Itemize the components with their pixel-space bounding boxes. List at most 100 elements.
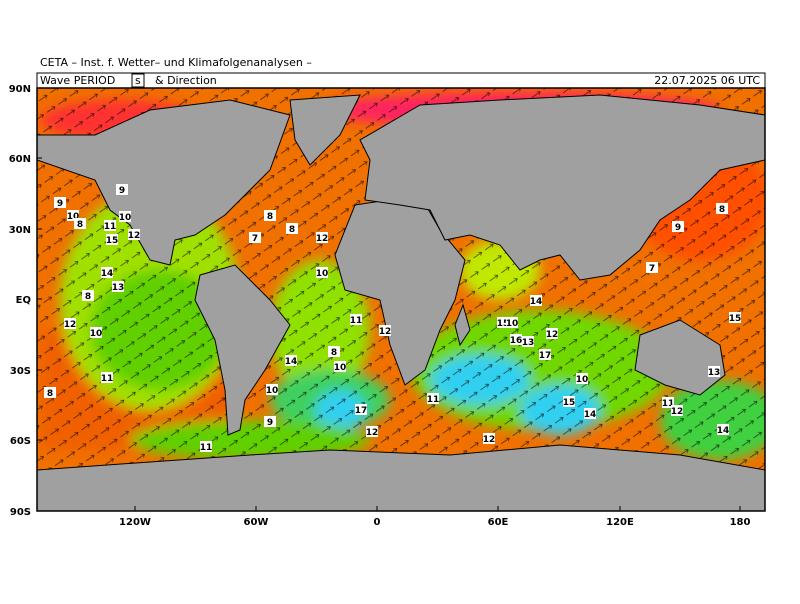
period-label: 14: [101, 269, 114, 279]
period-label: 13: [522, 338, 535, 348]
lon-label: 120W: [119, 517, 151, 528]
period-label: 16: [510, 336, 523, 346]
period-label: 7: [649, 264, 655, 274]
label-box: [483, 433, 495, 444]
period-label: 14: [285, 357, 298, 367]
label-box: [563, 396, 575, 407]
period-label: 8: [85, 292, 91, 302]
period-label: 11: [101, 374, 114, 384]
period-label: 15: [729, 314, 742, 324]
label-box: [44, 387, 56, 398]
label-box: [116, 184, 128, 195]
period-label: 11: [427, 395, 440, 405]
lat-label: 30S: [10, 366, 31, 377]
period-label: 12: [128, 231, 141, 241]
label-box: [101, 372, 113, 383]
label-box: [328, 346, 340, 357]
label-box: [646, 262, 658, 273]
label-box: [350, 314, 362, 325]
label-box: [708, 366, 720, 377]
period-label: 10: [576, 375, 589, 385]
label-box: [716, 203, 728, 214]
label-box: [264, 210, 276, 221]
lat-label: 60N: [9, 154, 31, 165]
label-box: [717, 424, 729, 435]
period-label: 14: [717, 426, 730, 436]
label-box: [285, 355, 297, 366]
label-box: [366, 426, 378, 437]
field-title: Wave PERIOD: [40, 74, 115, 87]
label-box: [67, 210, 79, 221]
period-label: 15: [497, 319, 510, 329]
label-box: [334, 361, 346, 372]
period-label: 17: [355, 406, 368, 416]
label-box: [101, 267, 113, 278]
valid-time: 22.07.2025 06 UTC: [654, 74, 760, 87]
period-label: 7: [252, 234, 258, 244]
period-label: 10: [90, 329, 103, 339]
label-box: [104, 220, 116, 231]
period-label: 15: [106, 236, 119, 246]
period-label: 10: [334, 363, 347, 373]
label-box: [379, 325, 391, 336]
unit-box: [131, 73, 145, 88]
period-label: 13: [112, 283, 125, 293]
period-label: 17: [539, 351, 552, 361]
label-box: [427, 393, 439, 404]
lon-label: 0: [374, 517, 381, 528]
period-label: 12: [671, 407, 684, 417]
label-box: [128, 229, 140, 240]
period-label: 8: [719, 205, 725, 215]
period-label: 9: [675, 223, 681, 233]
label-box: [584, 408, 596, 419]
lon-label: 60E: [488, 517, 509, 528]
lon-label: 120E: [606, 517, 634, 528]
label-box: [510, 334, 522, 345]
period-label: 8: [267, 212, 273, 222]
label-box: [266, 384, 278, 395]
period-label: 8: [289, 225, 295, 235]
period-label: 12: [546, 330, 559, 340]
period-label: 8: [331, 348, 337, 358]
lon-label: 60W: [244, 517, 269, 528]
period-label: 11: [662, 399, 675, 409]
period-label: 12: [483, 435, 496, 445]
period-label: 12: [64, 320, 77, 330]
period-label: 12: [366, 428, 379, 438]
period-label: 14: [584, 410, 597, 420]
lat-label: 90S: [10, 507, 31, 518]
label-box: [539, 349, 551, 360]
label-box: [546, 328, 558, 339]
label-box: [671, 405, 683, 416]
label-box: [316, 267, 328, 278]
label-box: [264, 416, 276, 427]
label-box: [316, 232, 328, 243]
label-box: [672, 221, 684, 232]
label-box: [729, 312, 741, 323]
label-box: [530, 295, 542, 306]
field-suffix: & Direction: [155, 74, 217, 87]
period-label: 12: [316, 234, 329, 244]
period-label: 10: [119, 213, 132, 223]
period-label: 9: [57, 199, 63, 209]
label-box: [522, 336, 534, 347]
label-box: [74, 218, 86, 229]
period-label: 14: [530, 297, 543, 307]
period-label: 11: [200, 443, 213, 453]
lat-label: 60S: [10, 436, 31, 447]
source-title: CETA – Inst. f. Wetter– und Klimafolgena…: [40, 56, 312, 69]
period-label: 13: [708, 368, 721, 378]
land: [37, 94, 765, 511]
label-box: [82, 290, 94, 301]
lat-label: 30N: [9, 225, 31, 236]
label-box: [54, 197, 66, 208]
lat-label: 90N: [9, 84, 31, 95]
period-label: 8: [77, 220, 83, 230]
label-box: [506, 317, 518, 328]
period-label: 8: [47, 389, 53, 399]
label-box: [497, 317, 509, 328]
period-label: 12: [379, 327, 392, 337]
period-label: 11: [350, 316, 363, 326]
label-box: [286, 223, 298, 234]
